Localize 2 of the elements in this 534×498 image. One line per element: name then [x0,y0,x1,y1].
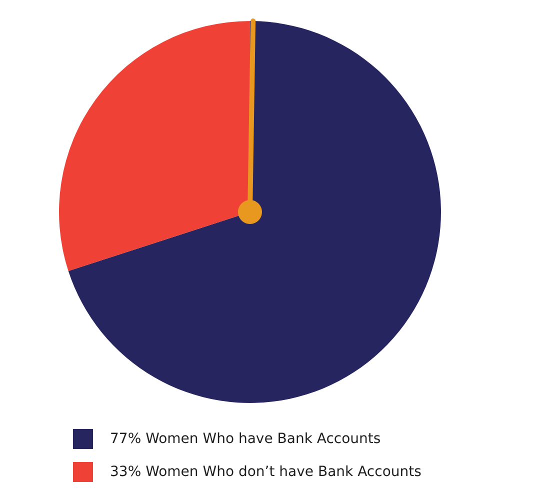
legend-label: 77% Women Who have Bank Accounts [110,431,381,447]
legend-label: 33% Women Who don’t have Bank Accounts [110,464,422,480]
